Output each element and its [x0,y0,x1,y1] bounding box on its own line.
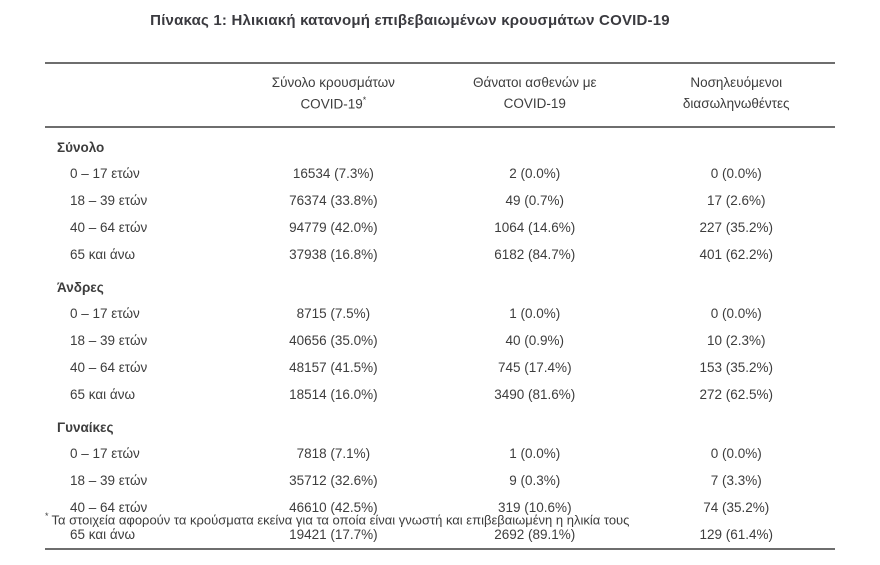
cases-value: 16534 (7.3%) [292,166,374,182]
deaths-value: 49 (0.7%) [505,193,565,209]
section-row-men: Άνδρες [45,268,835,300]
section-row-total: Σύνολο [45,127,835,160]
age-label: 0 – 17 ετών [70,166,140,182]
intubated-value: 0 (0.0%) [710,446,762,462]
deaths-value: 745 (17.4%) [498,360,572,376]
header-footnote-marker: * [362,94,367,105]
cases-value: 48157 (41.5%) [289,360,378,376]
intubated-value: 0 (0.0%) [710,166,762,182]
deaths-value: 3490 (81.6%) [494,387,576,403]
cases-value: 94779 (42.0%) [289,220,378,236]
deaths-value: 6182 (84.7%) [494,247,576,263]
cases-value: 19421 (17.7%) [289,527,378,543]
table-row: 40 – 64 ετών 94779 (42.0%) 1064 (14.6%) … [45,214,835,241]
intubated-value: 17 (2.6%) [706,193,766,209]
age-label: 65 και άνω [70,387,136,403]
table-footnote: * Τα στοιχεία αφορούν τα κρούσματα εκείνα… [45,511,845,527]
age-label: 65 και άνω [70,527,136,543]
intubated-value: 10 (2.3%) [706,333,766,349]
age-label: 40 – 64 ετών [70,220,148,236]
age-label: 0 – 17 ετών [70,446,140,462]
header-cases: Σύνολο κρουσμάτων COVID-19* [234,63,433,129]
deaths-value: 319 (10.6%) [498,500,572,516]
footnote-text: Τα στοιχεία αφορούν τα κρούσματα εκείνα … [51,512,630,528]
footnote-marker: * [45,511,49,521]
header-empty [45,63,235,129]
intubated-value: 129 (61.4%) [699,527,774,543]
cases-value: 35712 (32.6%) [289,473,378,489]
deaths-value: 1064 (14.6%) [494,220,576,236]
intubated-value: 401 (62.2%) [699,247,774,263]
table-container: Σύνολο κρουσμάτων COVID-19* Θάνατοι ασθε… [45,62,835,551]
deaths-value: 2 (0.0%) [509,166,561,182]
intubated-value: 153 (35.2%) [699,360,774,376]
covid-age-table: Σύνολο κρουσμάτων COVID-19* Θάνατοι ασθε… [45,62,835,551]
deaths-value: 1 (0.0%) [509,306,561,322]
table-body: Σύνολο 0 – 17 ετών 16534 (7.3%) 2 (0.0%)… [45,127,835,549]
page-title: Πίνακας 1: Ηλικιακή κατανομή επιβεβαιωμέ… [150,12,670,29]
table-row: 65 και άνω 37938 (16.8%) 6182 (84.7%) 40… [45,241,835,268]
cases-value: 18514 (16.0%) [289,387,378,403]
age-label: 18 – 39 ετών [70,193,148,209]
age-label: 40 – 64 ετών [70,500,148,516]
age-label: 18 – 39 ετών [70,473,148,489]
intubated-value: 74 (35.2%) [703,500,770,516]
deaths-value: 9 (0.3%) [509,473,561,489]
deaths-value: 2692 (89.1%) [494,527,576,543]
deaths-value: 40 (0.9%) [505,333,565,349]
deaths-value: 1 (0.0%) [509,446,561,462]
intubated-value: 0 (0.0%) [710,306,762,322]
cases-value: 37938 (16.8%) [289,247,378,263]
section-label: Σύνολο [57,140,105,156]
header-intubated: Νοσηλευόμενοι διασωληνωθέντες [637,63,835,129]
table-row: 18 – 39 ετών 40656 (35.0%) 40 (0.9%) 10 … [45,327,835,354]
cases-value: 40656 (35.0%) [289,333,378,349]
table-row: 18 – 39 ετών 35712 (32.6%) 9 (0.3%) 7 (3… [45,467,835,494]
age-label: 18 – 39 ετών [70,333,148,349]
section-label: Άνδρες [57,280,104,296]
cases-value: 8715 (7.5%) [296,306,371,322]
intubated-value: 7 (3.3%) [710,473,762,489]
header-row: Σύνολο κρουσμάτων COVID-19* Θάνατοι ασθε… [45,63,835,129]
header-deaths: Θάνατοι ασθενών με COVID-19 [432,63,638,129]
table-row: 65 και άνω 18514 (16.0%) 3490 (81.6%) 27… [45,381,835,408]
table-row: 40 – 64 ετών 46610 (42.5%) 319 (10.6%) 7… [45,494,835,521]
table-row: 65 και άνω 19421 (17.7%) 2692 (89.1%) 12… [45,521,835,549]
cases-value: 76374 (33.8%) [289,193,378,209]
intubated-value: 272 (62.5%) [699,387,774,403]
table-row: 0 – 17 ετών 7818 (7.1%) 1 (0.0%) 0 (0.0%… [45,440,835,467]
table-row: 0 – 17 ετών 16534 (7.3%) 2 (0.0%) 0 (0.0… [45,160,835,187]
age-label: 65 και άνω [70,247,136,263]
age-label: 0 – 17 ετών [70,306,140,322]
section-label: Γυναίκες [57,420,114,436]
age-label: 40 – 64 ετών [70,360,148,376]
table-row: 0 – 17 ετών 8715 (7.5%) 1 (0.0%) 0 (0.0%… [45,300,835,327]
intubated-value: 227 (35.2%) [699,220,774,236]
cases-value: 46610 (42.5%) [289,500,378,516]
table-row: 40 – 64 ετών 48157 (41.5%) 745 (17.4%) 1… [45,354,835,381]
section-row-women: Γυναίκες [45,408,835,440]
cases-value: 7818 (7.1%) [296,446,371,462]
table-row: 18 – 39 ετών 76374 (33.8%) 49 (0.7%) 17 … [45,187,835,214]
table-header: Σύνολο κρουσμάτων COVID-19* Θάνατοι ασθε… [45,63,835,129]
